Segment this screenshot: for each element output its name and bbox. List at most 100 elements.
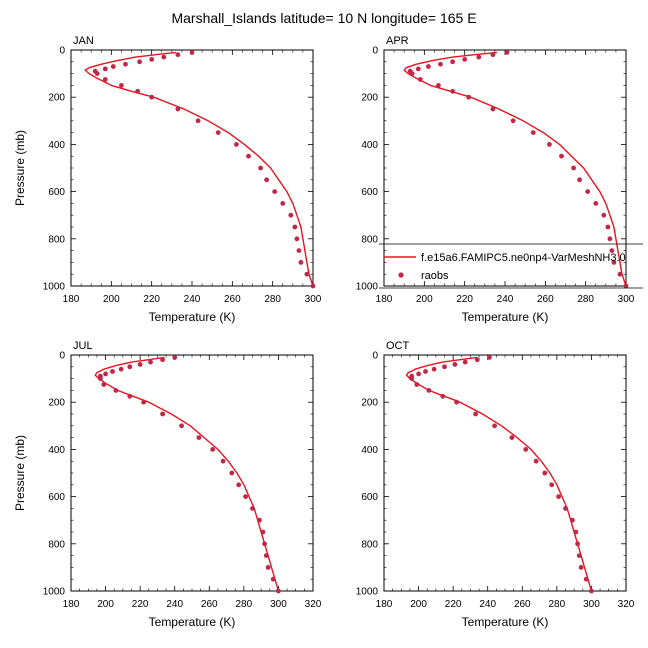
raobs-point (576, 553, 582, 558)
raobs-point (466, 94, 472, 100)
y-tick-label: 200 (361, 398, 378, 409)
x-tick-label: 280 (264, 294, 281, 305)
x-tick-label: 280 (549, 599, 566, 610)
raobs-point (123, 61, 128, 67)
x-tick-label: 180 (63, 294, 80, 305)
model-profile-line (405, 356, 593, 592)
legend-obs-marker (398, 272, 404, 278)
raobs-point (573, 529, 579, 535)
raobs-point (530, 130, 536, 136)
y-tick-label: 400 (361, 445, 378, 456)
x-tick-label: 320 (618, 599, 635, 610)
x-tick-label: 240 (184, 294, 201, 305)
raobs-point (549, 482, 555, 488)
x-tick-label: 320 (305, 599, 322, 610)
raobs-point (149, 94, 155, 100)
raobs-point (196, 435, 202, 440)
raobs-point (609, 248, 615, 254)
raobs-point (215, 130, 221, 136)
raobs-point (542, 470, 548, 476)
raobs-point (298, 260, 304, 265)
x-axis-label: Temperature (K) (149, 615, 236, 629)
x-tick-label: 200 (103, 294, 120, 305)
raobs-point (280, 201, 286, 206)
raobs-point (118, 366, 124, 372)
x-tick-label: 200 (416, 294, 433, 305)
plot-frame (383, 49, 627, 287)
raobs-point (490, 52, 496, 58)
raobs-point (292, 224, 298, 230)
raobs-point (575, 541, 580, 547)
y-tick-label: 1000 (356, 587, 379, 598)
y-tick-label: 1000 (43, 587, 66, 598)
raobs-point (94, 71, 100, 76)
raobs-point (547, 142, 552, 147)
x-tick-label: 220 (456, 294, 473, 305)
raobs-point (262, 541, 267, 547)
raobs-point (415, 66, 421, 72)
raobs-point (135, 88, 141, 94)
raobs-point (593, 201, 599, 206)
y-tick-label: 1000 (356, 282, 379, 293)
raobs-point (423, 369, 428, 374)
raobs-point (436, 83, 441, 88)
raobs-point (426, 64, 431, 69)
raobs-point (119, 83, 124, 88)
raobs-point (103, 371, 108, 377)
raobs-point (487, 355, 492, 360)
raobs-point (416, 371, 421, 377)
raobs-point (175, 52, 181, 58)
x-tick-label: 220 (445, 599, 462, 610)
raobs-point (623, 283, 629, 289)
raobs-point (160, 411, 166, 417)
y-tick-label: 600 (48, 492, 65, 503)
x-tick-label: 200 (97, 599, 114, 610)
raobs-point (141, 399, 147, 405)
x-tick-label: 180 (376, 294, 393, 305)
y-tick-label: 200 (361, 93, 378, 104)
y-tick-label: 200 (48, 93, 65, 104)
raobs-point (414, 382, 420, 387)
raobs-point (431, 366, 437, 372)
y-tick-label: 0 (372, 46, 378, 57)
model-profile-line (94, 356, 280, 592)
raobs-point (102, 66, 108, 72)
x-tick-label: 200 (410, 599, 427, 610)
raobs-point (563, 506, 568, 511)
raobs-point (260, 529, 266, 535)
y-tick-label: 800 (361, 234, 378, 245)
x-tick-label: 260 (537, 294, 554, 305)
raobs-point (462, 359, 468, 365)
raobs-point (137, 362, 143, 367)
raobs-point (304, 271, 310, 277)
x-axis-label: Temperature (K) (149, 310, 236, 324)
panel-title: OCT (386, 340, 410, 352)
raobs-point (617, 271, 623, 277)
raobs-point (310, 283, 316, 289)
raobs-point (409, 376, 415, 381)
raobs-point (585, 189, 591, 195)
raobs-point (523, 447, 529, 452)
raobs-point (450, 59, 455, 65)
x-tick-label: 300 (618, 294, 635, 305)
raobs-point (556, 494, 561, 499)
raobs-point (601, 212, 607, 218)
raobs-point (149, 57, 155, 62)
y-axis-label: Pressure (mb) (13, 435, 27, 511)
raobs-point (210, 447, 216, 452)
raobs-point (102, 77, 108, 82)
raobs-point (438, 61, 443, 67)
raobs-point (110, 64, 116, 69)
panel-oct: 180 200 220 240 260 280 300 320 0 200 400 600 800 100… (356, 340, 635, 629)
raobs-point (509, 435, 515, 440)
y-tick-label: 0 (59, 351, 65, 362)
raobs-point (589, 588, 594, 594)
raobs-point (583, 576, 589, 582)
x-tick-label: 240 (497, 294, 514, 305)
x-tick-label: 280 (236, 599, 253, 610)
raobs-point (570, 517, 575, 523)
raobs-point (234, 142, 239, 147)
x-axis-label: Temperature (K) (462, 310, 549, 324)
y-tick-label: 800 (48, 539, 65, 550)
x-tick-label: 240 (479, 599, 496, 610)
